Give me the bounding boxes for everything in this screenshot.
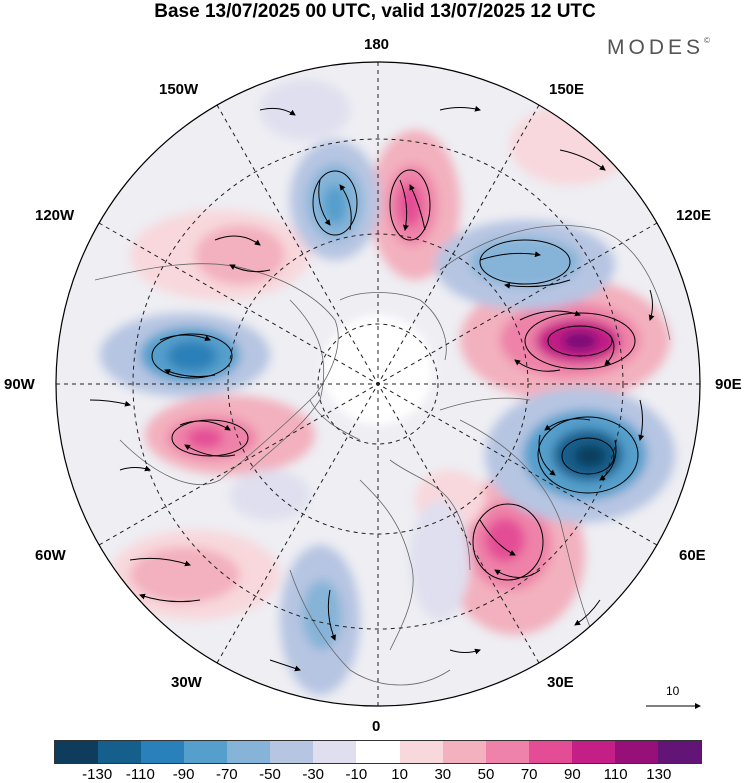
colorbar-tick-label: 50: [477, 766, 495, 783]
colorbar-tick-label: 130: [646, 766, 672, 783]
anomaly-field: [56, 62, 700, 706]
map-title: Base 13/07/2025 00 UTC, valid 13/07/2025…: [154, 1, 596, 22]
contours: [151, 169, 639, 581]
colorbar-tick-label: -130: [82, 766, 113, 783]
lon-label-120w: 120W: [35, 207, 75, 224]
lon-label-120e: 120E: [676, 207, 712, 224]
brand-name: MODES: [607, 36, 705, 59]
colorbar-tick-label: 90: [564, 766, 581, 783]
colorbar-tick-label: -50: [259, 766, 281, 783]
colorbar-swatch: [141, 741, 185, 763]
colorbar-tick-labels: -130 -110 -90 -70 -50 -30 -10 10 30 50 70 90 110 130: [0, 766, 750, 783]
colorbar-swatch: [485, 741, 529, 763]
lon-label-30w: 30W: [171, 674, 202, 691]
colorbar-swatch: [571, 741, 615, 763]
brand-logo: MODES©: [607, 36, 710, 60]
graticule: [56, 62, 700, 706]
lon-label-150e: 150E: [549, 81, 585, 98]
lon-label-60w: 60W: [35, 547, 66, 564]
colorbar-tick-label: 70: [520, 766, 538, 783]
colorbar-tick-label: -110: [125, 766, 155, 783]
lon-label-180: 180: [364, 36, 390, 53]
copyright-mark: ©: [704, 36, 710, 45]
colorbar-swatch: [55, 741, 99, 763]
map-border: [55, 61, 701, 707]
wind-vectors: [89, 105, 655, 672]
colorbar-swatch: [270, 741, 314, 763]
colorbar-swatch: [657, 741, 701, 763]
lon-label-30e: 30E: [547, 674, 574, 691]
lon-label-0: 0: [372, 718, 381, 735]
colorbar-swatch: [528, 741, 572, 763]
colorbar-swatch: [313, 741, 357, 763]
colorbar-tick-label: 10: [391, 766, 408, 783]
colorbar-swatch: [614, 741, 658, 763]
colorbar-swatch: [227, 741, 271, 763]
colorbar-tick-label: -70: [215, 766, 238, 783]
reference-vector-label: 10: [666, 684, 680, 698]
colorbar-swatch: [356, 741, 400, 763]
colorbar-swatch: [98, 741, 142, 763]
colorbar-swatch: [442, 741, 486, 763]
lon-label-150w: 150W: [159, 81, 199, 98]
colorbar: [54, 740, 702, 764]
colorbar-tick-label: -90: [172, 766, 195, 783]
colorbar-tick-label: -10: [345, 766, 368, 783]
lon-label-90e: 90E: [715, 376, 742, 393]
lon-label-90w: 90W: [4, 376, 35, 393]
colorbar-tick-label: -30: [302, 766, 325, 783]
colorbar-tick-label: 110: [603, 766, 628, 783]
colorbar-swatch: [399, 741, 443, 763]
lon-label-60e: 60E: [679, 547, 706, 564]
colorbar-tick-label: 30: [434, 766, 452, 783]
colorbar-swatch: [184, 741, 228, 763]
